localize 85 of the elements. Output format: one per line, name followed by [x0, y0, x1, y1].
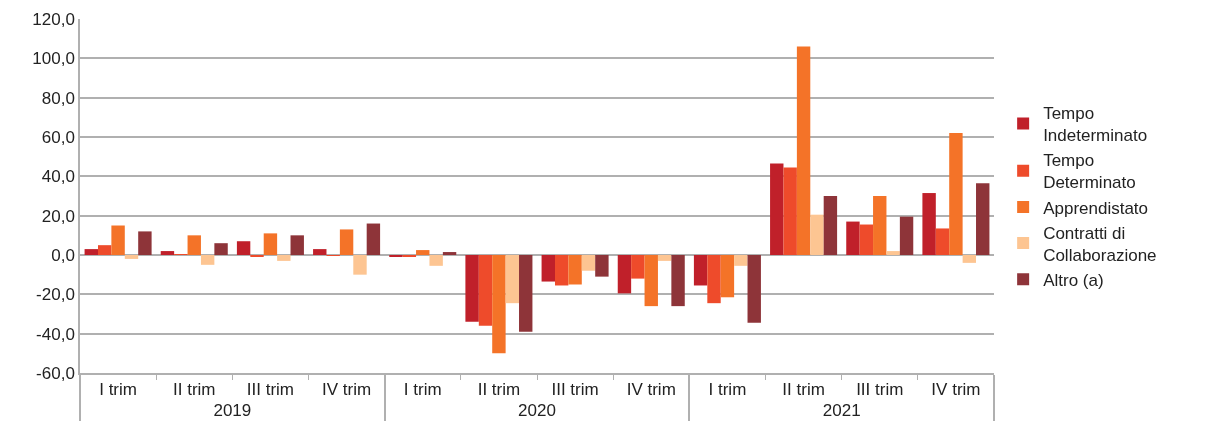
bar: [823, 196, 838, 255]
bar: [236, 241, 251, 255]
x-tick-label: II trim: [782, 380, 825, 400]
bar: [505, 255, 520, 304]
bar: [796, 46, 811, 255]
y-tick-label: 0,0: [51, 245, 75, 265]
x-tick-label: IV trim: [626, 380, 676, 400]
legend-label: Apprendistato: [1043, 198, 1149, 218]
bar: [568, 255, 582, 285]
x-tick-label: I trim: [99, 380, 137, 400]
y-tick-label: 40,0: [41, 167, 75, 187]
bar: [644, 255, 658, 307]
legend-label: Contratti di Collaborazione: [1043, 223, 1157, 265]
bar: [313, 249, 327, 255]
y-tick-label: -20,0: [36, 285, 75, 305]
y-tick-label: 80,0: [41, 88, 75, 108]
bar: [97, 245, 112, 255]
bar: [124, 255, 139, 259]
bar: [465, 255, 479, 322]
bar: [846, 221, 860, 255]
bar: [949, 133, 963, 255]
bar: [353, 255, 367, 275]
bar: [581, 255, 596, 271]
bar: [366, 223, 381, 255]
bar: [429, 255, 443, 266]
bar: [976, 183, 990, 255]
bar: [671, 255, 685, 307]
x-tick-label: III trim: [551, 380, 599, 400]
y-tick-label: -40,0: [36, 324, 75, 344]
bar: [541, 255, 555, 282]
bar: [160, 251, 175, 255]
bar: [657, 255, 672, 261]
bar: [111, 225, 125, 255]
bar: [783, 167, 797, 255]
y-tick-label: 120,0: [32, 9, 75, 29]
bar: [873, 196, 887, 255]
bar: [747, 255, 761, 323]
bar: [770, 163, 784, 255]
bar: [595, 255, 609, 277]
x-tick-label: III trim: [246, 380, 295, 400]
bar: [84, 249, 98, 255]
bar: [554, 255, 569, 286]
bar: [442, 252, 457, 255]
bar: [187, 235, 201, 255]
bar: [200, 255, 215, 265]
bar: [693, 255, 708, 286]
legend-label: Altro (a): [1043, 270, 1104, 290]
text: 2021: [822, 401, 861, 421]
bar: [734, 255, 748, 266]
bar: [810, 214, 824, 255]
bar: [263, 233, 278, 255]
bar: [899, 216, 914, 255]
bar: [214, 243, 228, 255]
bar: [290, 235, 304, 255]
bar: [962, 255, 977, 263]
x-tick-label: IV trim: [322, 380, 372, 400]
bar: [859, 224, 874, 255]
bar: [492, 255, 506, 354]
legend-label: Tempo Determinato: [1043, 151, 1136, 193]
text: 2020: [518, 401, 556, 421]
bar: [935, 228, 950, 255]
bar: [339, 229, 354, 255]
bar: [886, 251, 900, 255]
x-tick-label: II trim: [477, 380, 521, 400]
x-tick-label: I trim: [403, 380, 442, 400]
bar: [416, 250, 430, 255]
text: 2019: [213, 401, 252, 421]
bar: [277, 255, 291, 261]
bar: [707, 255, 721, 304]
bar: [138, 231, 152, 255]
x-tick-label: IV trim: [931, 380, 981, 400]
bar: [922, 193, 936, 255]
y-tick-label: 20,0: [41, 206, 75, 226]
bar: [478, 255, 493, 326]
bar: [519, 255, 533, 332]
legend-label: Tempo Indeterminato: [1043, 104, 1148, 146]
bar: [617, 255, 632, 294]
bar: [631, 255, 645, 279]
y-tick-label: 100,0: [32, 49, 75, 69]
x-tick-label: III trim: [856, 380, 904, 400]
bar: [720, 255, 735, 298]
y-tick-label: 60,0: [41, 127, 75, 147]
x-tick-label: II trim: [173, 380, 216, 400]
x-tick-label: I trim: [708, 380, 747, 400]
y-tick-label: -60,0: [36, 363, 75, 383]
